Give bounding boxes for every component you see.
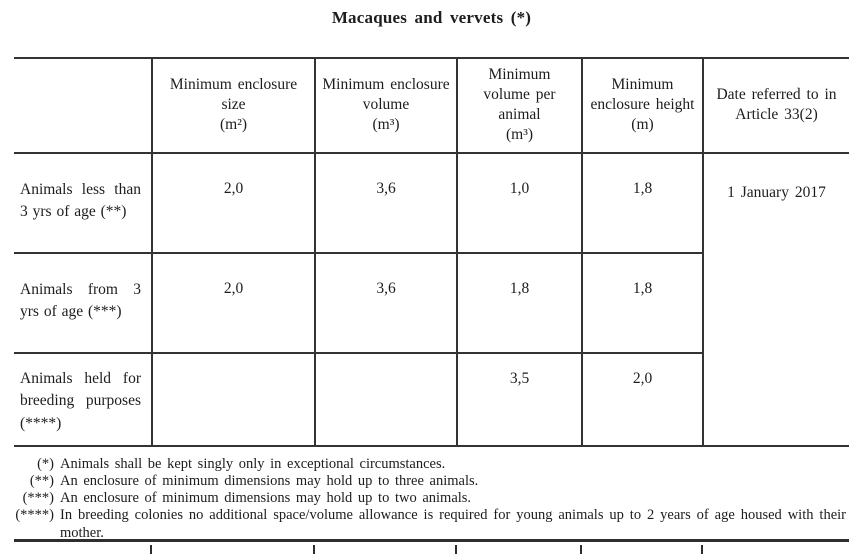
header-cell-date-referred: Date referred to in Article 33(2) (703, 58, 849, 154)
header-cell-volume-per-animal: Minimum volume per animal (m³) (457, 58, 583, 154)
header-cell-blank (14, 58, 153, 154)
cell-volume: 3,6 (315, 252, 458, 354)
footnote-text: An enclosure of minimum dimensions may h… (60, 490, 472, 507)
cell-size: 2,0 (152, 252, 316, 354)
animal-enclosure-table: Minimum enclosure size (m²) Minimum encl… (14, 57, 849, 447)
footnote-text: Animals shall be kept singly only in exc… (60, 455, 446, 472)
header-unit: (m³) (372, 116, 400, 134)
footnote-marker: (*) (37, 455, 54, 472)
footnote-two-animals: (***) An enclosure of minimum dimensions… (14, 490, 854, 507)
header-cell-enclosure-volume: Minimum enclosure volume (m³) (315, 58, 458, 154)
header-row: Minimum enclosure size (m²) Minimum encl… (14, 58, 849, 154)
cell-height: 1,8 (582, 152, 704, 254)
table-row-animals-breeding: Animals held for breeding purposes (****… (14, 352, 849, 446)
cell-height: 1,8 (582, 252, 704, 354)
table-row-animals-from-3yrs: Animals from 3 yrs of age (***) 2,0 3,6 … (14, 252, 849, 354)
footnote-single-housing: (*) Animals shall be kept singly only in… (14, 456, 854, 473)
cell-volume: 3,6 (315, 152, 458, 254)
cell-volume (315, 352, 458, 446)
header-cell-enclosure-height: Minimum enclosure height (m) (582, 58, 704, 154)
table-body: Animals less than 3 yrs of age (**) 2,0 … (14, 152, 849, 446)
row-label: Animals held for breeding purposes (****… (14, 352, 153, 446)
header-label: Date referred to in Article 33(2) (716, 86, 837, 124)
header-unit: (m³) (505, 126, 534, 144)
cell-height: 2,0 (582, 352, 704, 446)
document-page: { "title": "Macaques and vervets (*)", "… (0, 8, 863, 554)
column-divider-stub (150, 545, 152, 554)
footnote-three-animals: (**) An enclosure of minimum dimensions … (14, 473, 854, 490)
cell-date-referred: 1 January 2017 (727, 183, 826, 201)
header-label: Minimum enclosure size (169, 76, 298, 114)
cell-size (152, 352, 316, 446)
footnote-marker: (**) (29, 472, 54, 489)
cell-volume-per-animal: 1,8 (457, 252, 583, 354)
header-unit: (m) (631, 116, 654, 134)
row-label: Animals less than 3 yrs of age (**) (14, 152, 153, 254)
footnote-text: An enclosure of minimum dimensions may h… (60, 472, 479, 489)
cell-size: 2,0 (152, 152, 316, 254)
table-row-animals-less-than-3yrs: Animals less than 3 yrs of age (**) 2,0 … (14, 152, 849, 254)
header-cell-enclosure-size: Minimum enclosure size (m²) (152, 58, 316, 154)
footnote-text: In breeding colonies no additional space… (60, 507, 846, 541)
header-unit: (m²) (219, 116, 248, 134)
document-title: Macaques and vervets (*) (331, 8, 532, 27)
column-divider-stub (455, 545, 457, 554)
footnote-marker: (***) (22, 490, 54, 507)
footnotes: (*) Animals shall be kept singly only in… (14, 456, 854, 542)
column-divider-stub (580, 545, 582, 554)
header-label: Minimum enclosure volume (322, 76, 450, 114)
column-divider-stub (313, 545, 315, 554)
cell-volume-per-animal: 1,0 (457, 152, 583, 254)
row-label: Animals from 3 yrs of age (***) (14, 252, 153, 354)
column-divider-stub (701, 545, 703, 554)
footnote-marker: (****) (15, 507, 54, 524)
header-label: Minimum volume per animal (483, 66, 556, 124)
footnote-breeding-colonies: (****) In breeding colonies no additiona… (14, 507, 854, 542)
table-header: Minimum enclosure size (m²) Minimum encl… (14, 58, 849, 154)
header-label: Minimum enclosure height (590, 76, 695, 114)
cell-volume-per-animal: 3,5 (457, 352, 583, 446)
next-table-top-rule (14, 539, 849, 554)
